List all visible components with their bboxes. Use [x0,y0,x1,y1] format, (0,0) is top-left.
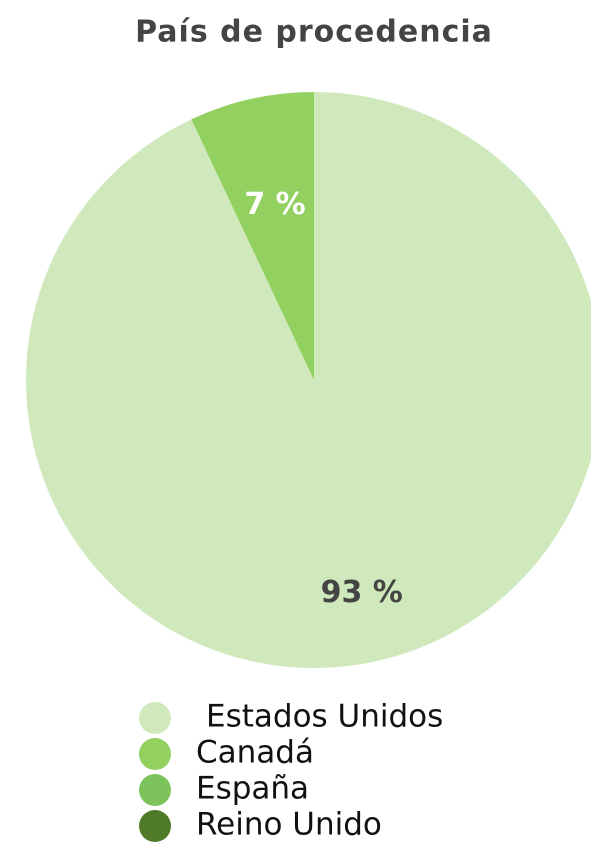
legend-swatch [139,774,171,806]
legend-label: Canadá [196,735,314,771]
pie-slice [191,92,314,380]
pie-slice [26,92,591,668]
legend-label: España [196,771,309,807]
data-label: 93 % [321,575,403,610]
legend-swatch [139,810,171,842]
legend-label: Estados Unidos [206,699,443,735]
chart-title: País de procedencia [135,15,493,50]
legend-label: Reino Unido [196,807,382,843]
legend-swatch [139,738,171,770]
legend-swatch [139,702,171,734]
data-label: 7 % [244,187,305,222]
